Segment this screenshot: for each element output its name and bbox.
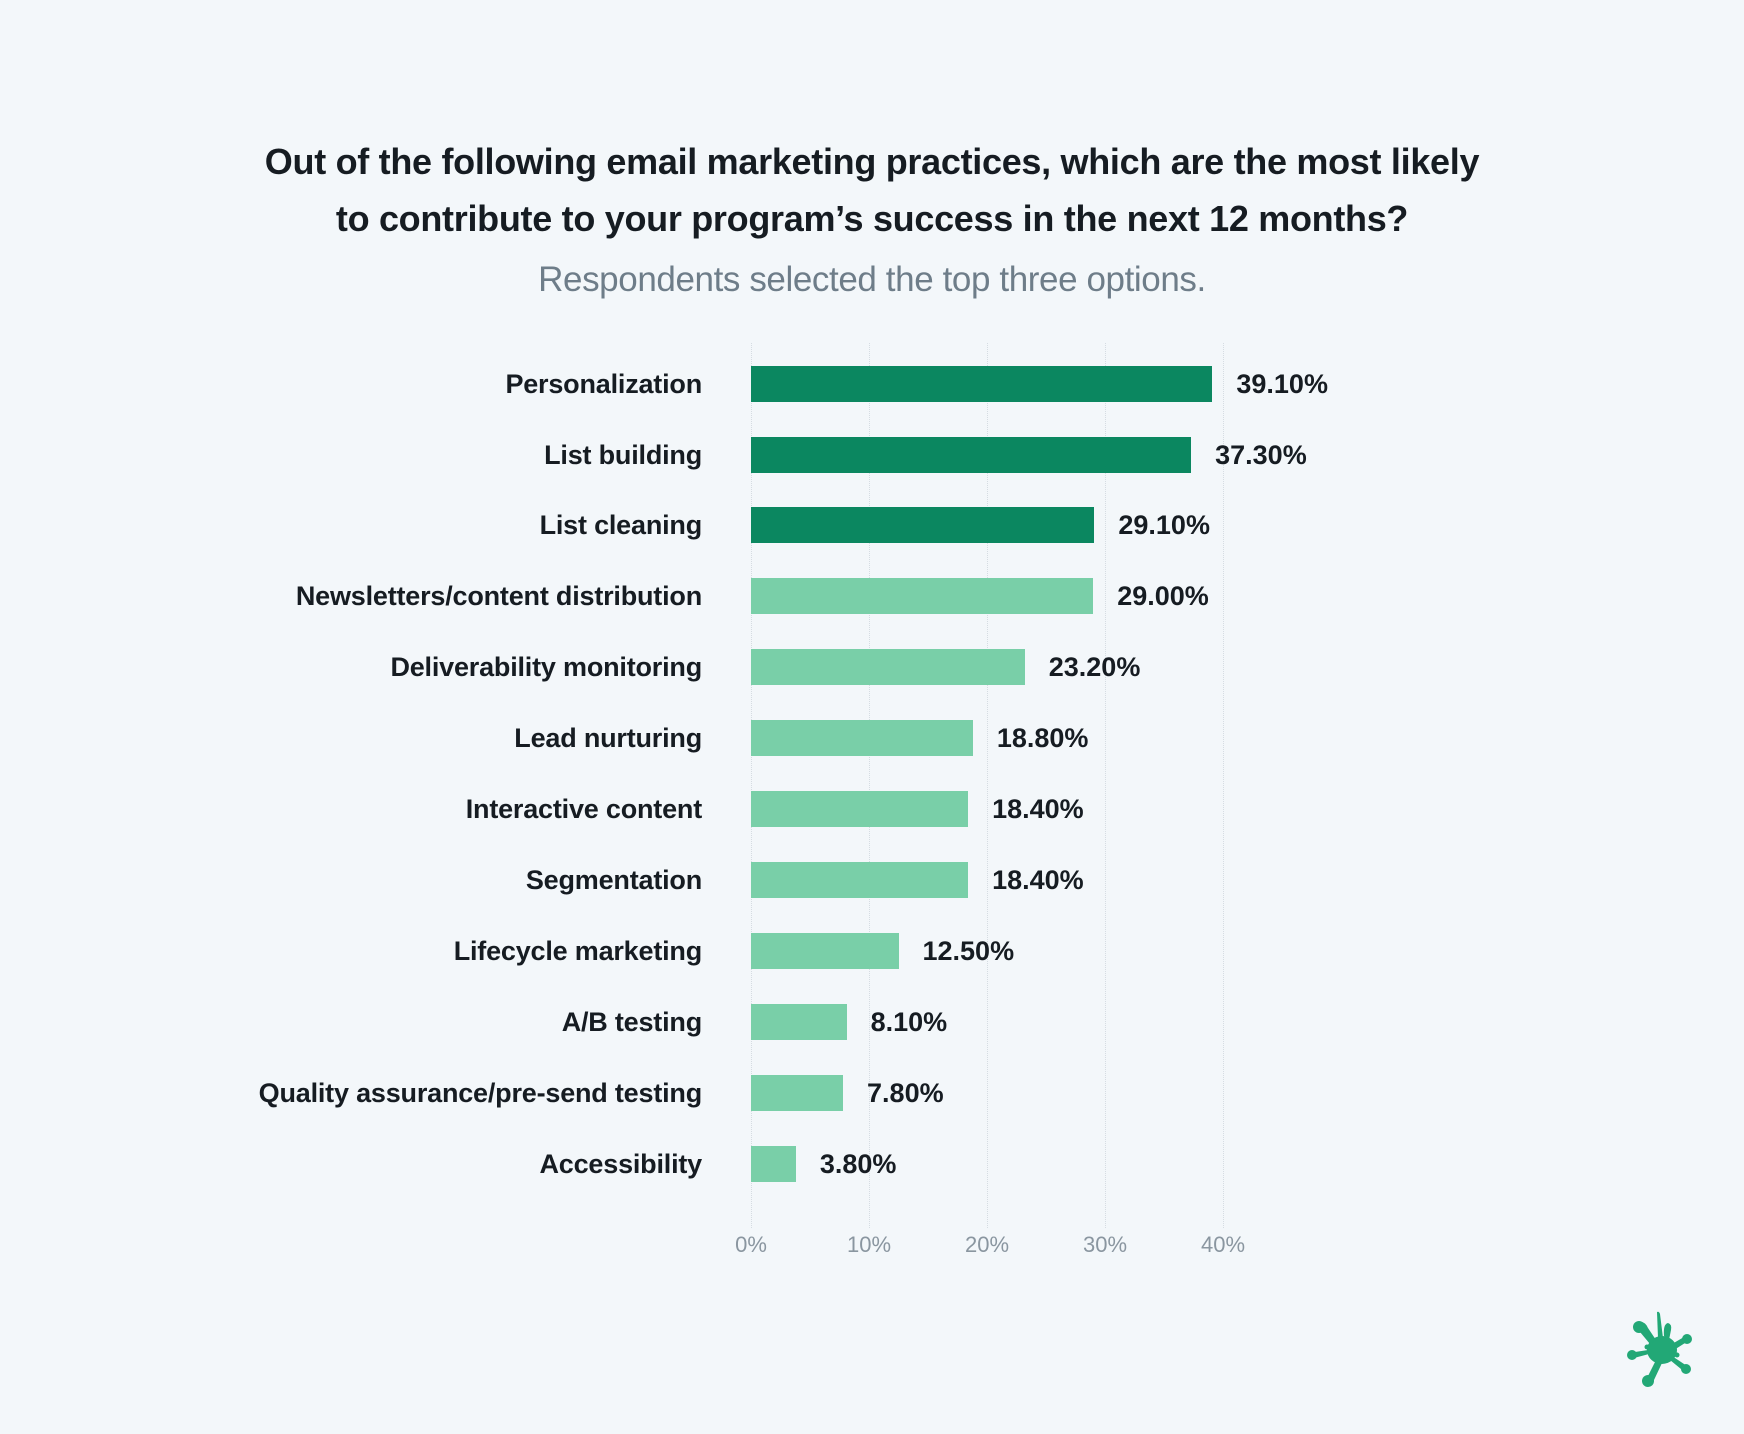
chart-subtitle: Respondents selected the top three optio… xyxy=(538,260,1206,299)
bar xyxy=(751,791,969,827)
gridline-0 xyxy=(751,343,752,1228)
bar-value-label: 8.10% xyxy=(870,1007,948,1037)
chart-title-line-2: to contribute to your program’s success … xyxy=(335,198,1409,239)
bar-value-label: 3.80% xyxy=(819,1149,897,1179)
gridline-40 xyxy=(1223,343,1224,1228)
bar-label: List building xyxy=(544,440,702,470)
bar xyxy=(751,649,1025,685)
chart-title: Out of the following email marketing pra… xyxy=(0,133,1744,247)
bar-label: Interactive content xyxy=(465,794,702,824)
bar-label: Quality assurance/pre-send testing xyxy=(258,1078,703,1108)
bar-label: Personalization xyxy=(505,369,702,399)
bar-row: Deliverability monitoring 23.20% xyxy=(0,649,1744,685)
bar-value-label: 29.00% xyxy=(1117,581,1209,611)
bar xyxy=(751,578,1094,614)
bar-row: Lead nurturing 18.80% xyxy=(0,720,1744,756)
bar xyxy=(751,1004,847,1040)
bar-row: Lifecycle marketing 12.50% xyxy=(0,933,1744,969)
bar-row: Segmentation 18.40% xyxy=(0,862,1744,898)
bar-value-label: 37.30% xyxy=(1215,440,1307,470)
bar-label: List cleaning xyxy=(539,510,703,540)
bar-row: A/B testing 8.10% xyxy=(0,1004,1744,1040)
bar-label: A/B testing xyxy=(561,1007,703,1037)
bar-value-label: 7.80% xyxy=(867,1078,944,1108)
bar-row: Quality assurance/pre-send testing 7.80% xyxy=(0,1075,1744,1111)
bar xyxy=(751,1075,844,1111)
bar-value-label: 18.40% xyxy=(992,794,1084,824)
bar-value-label: 18.40% xyxy=(992,865,1084,895)
x-tick-label: 0% xyxy=(735,1232,767,1257)
bar-value-label: 12.50% xyxy=(922,936,1015,966)
bar-value-label: 39.10% xyxy=(1236,369,1328,399)
splat-icon xyxy=(1626,1310,1696,1388)
x-tick-label: 30% xyxy=(1082,1232,1128,1257)
chart-title-line-1: Out of the following email marketing pra… xyxy=(264,141,1480,182)
bar xyxy=(751,862,969,898)
bar-label: Segmentation xyxy=(525,865,702,895)
bar-row: List cleaning 29.10% xyxy=(0,507,1744,543)
bar-row: Personalization 39.10% xyxy=(0,366,1744,402)
bar-value-label: 23.20% xyxy=(1048,652,1141,682)
x-tick-label: 10% xyxy=(846,1232,892,1257)
bar-label: Lifecycle marketing xyxy=(453,936,703,966)
x-tick-label: 20% xyxy=(964,1232,1010,1257)
bar-value-label: 29.10% xyxy=(1118,510,1210,540)
x-tick-label: 40% xyxy=(1200,1232,1246,1257)
bar xyxy=(751,437,1192,473)
bar-value-label: 18.80% xyxy=(996,723,1089,753)
bar-row: Accessibility 3.80% xyxy=(0,1146,1744,1182)
bar-label: Lead nurturing xyxy=(514,723,702,753)
bar-row: Newsletters/content distribution 29.00% xyxy=(0,578,1744,614)
gridline-10 xyxy=(869,343,870,1228)
bar xyxy=(751,1146,796,1182)
gridline-30 xyxy=(1105,343,1106,1228)
bar-row: Interactive content 18.40% xyxy=(0,791,1744,827)
bar-label: Deliverability monitoring xyxy=(390,652,702,682)
bar-row: List building 37.30% xyxy=(0,437,1744,473)
bar xyxy=(751,366,1213,402)
bar-label: Accessibility xyxy=(539,1149,703,1179)
bar xyxy=(751,507,1095,543)
bar-label: Newsletters/content distribution xyxy=(295,581,702,611)
bar xyxy=(751,720,973,756)
bar xyxy=(751,933,899,969)
gridline-20 xyxy=(987,343,988,1228)
